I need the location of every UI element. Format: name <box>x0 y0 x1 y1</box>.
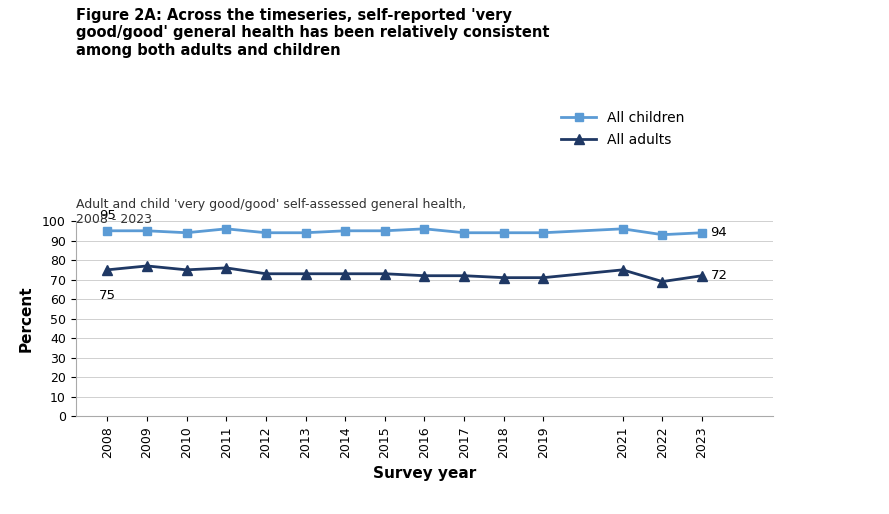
Text: Adult and child 'very good/good' self-assessed general health,
2008 - 2023: Adult and child 'very good/good' self-as… <box>76 198 466 226</box>
All children <box>260 230 271 236</box>
All children <box>538 230 549 236</box>
All adults <box>420 272 430 279</box>
Text: Figure 2A: Across the timeseries, self-reported 'very
good/good' general health : Figure 2A: Across the timeseries, self-r… <box>76 8 549 58</box>
All children <box>618 226 629 232</box>
All adults <box>181 267 192 273</box>
All children <box>102 228 113 234</box>
Y-axis label: Percent: Percent <box>19 285 34 352</box>
X-axis label: Survey year: Survey year <box>372 466 477 481</box>
All children <box>220 226 231 232</box>
All adults <box>697 272 708 279</box>
All adults <box>220 265 231 271</box>
All children <box>340 228 350 234</box>
Text: 75: 75 <box>99 289 116 302</box>
All children <box>459 230 469 236</box>
All adults <box>340 271 350 277</box>
All children <box>141 228 152 234</box>
All children <box>181 230 192 236</box>
Text: 72: 72 <box>710 269 727 282</box>
Line: All adults: All adults <box>102 261 707 286</box>
All adults <box>141 263 152 269</box>
All adults <box>260 271 271 277</box>
All children <box>380 228 390 234</box>
All children <box>420 226 430 232</box>
All adults <box>657 279 668 285</box>
All children <box>657 232 668 238</box>
All adults <box>459 272 469 279</box>
All adults <box>102 267 113 273</box>
Legend: All children, All adults: All children, All adults <box>557 107 689 152</box>
All children <box>300 230 311 236</box>
All adults <box>300 271 311 277</box>
Text: 94: 94 <box>710 226 727 239</box>
All children <box>499 230 509 236</box>
All adults <box>538 274 549 281</box>
All adults <box>380 271 390 277</box>
Line: All children: All children <box>103 225 706 239</box>
All children <box>697 230 708 236</box>
Text: 95: 95 <box>99 209 116 223</box>
All adults <box>618 267 629 273</box>
All adults <box>499 274 509 281</box>
